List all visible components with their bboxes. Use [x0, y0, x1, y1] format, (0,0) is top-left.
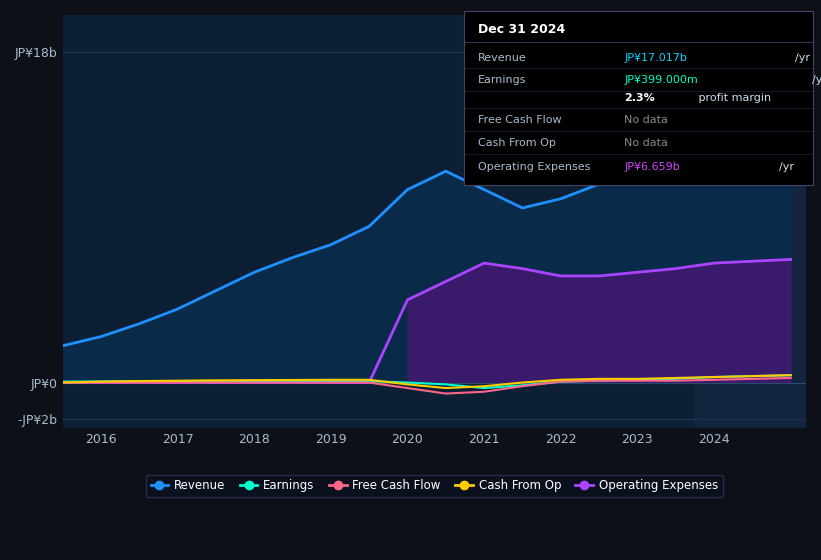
- Text: /yr: /yr: [812, 76, 821, 86]
- Text: JP¥17.017b: JP¥17.017b: [624, 53, 687, 63]
- Bar: [695, 15, 806, 428]
- Legend: Revenue, Earnings, Free Cash Flow, Cash From Op, Operating Expenses: Revenue, Earnings, Free Cash Flow, Cash …: [146, 474, 722, 497]
- Text: 2.3%: 2.3%: [624, 93, 655, 103]
- Text: No data: No data: [624, 138, 668, 148]
- Text: Earnings: Earnings: [478, 76, 526, 86]
- Text: JP¥6.659b: JP¥6.659b: [624, 162, 680, 172]
- Text: /yr: /yr: [796, 53, 810, 63]
- Text: profit margin: profit margin: [695, 93, 771, 103]
- Text: Revenue: Revenue: [478, 53, 526, 63]
- Text: No data: No data: [624, 115, 668, 125]
- Text: Free Cash Flow: Free Cash Flow: [478, 115, 562, 125]
- Text: Cash From Op: Cash From Op: [478, 138, 556, 148]
- Text: JP¥399.000m: JP¥399.000m: [624, 76, 698, 86]
- Text: Operating Expenses: Operating Expenses: [478, 162, 590, 172]
- Text: /yr: /yr: [778, 162, 794, 172]
- Text: Dec 31 2024: Dec 31 2024: [478, 24, 565, 36]
